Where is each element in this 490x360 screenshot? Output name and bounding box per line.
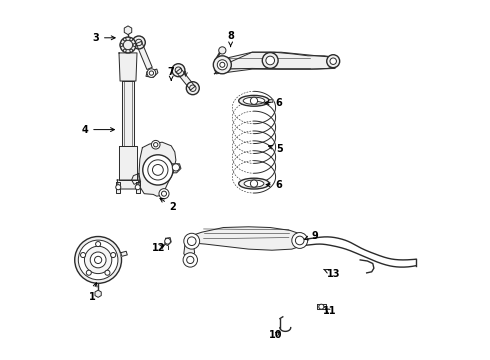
Polygon shape (122, 81, 134, 146)
Circle shape (148, 160, 168, 180)
Circle shape (133, 44, 136, 46)
Circle shape (147, 69, 156, 77)
Polygon shape (132, 174, 141, 184)
Text: 8: 8 (227, 31, 234, 46)
Polygon shape (269, 100, 273, 102)
Text: 2: 2 (160, 198, 176, 212)
Circle shape (219, 47, 226, 54)
Ellipse shape (244, 180, 264, 187)
Ellipse shape (243, 97, 265, 104)
Circle shape (96, 242, 100, 247)
Circle shape (183, 253, 197, 267)
Ellipse shape (239, 178, 270, 189)
Circle shape (330, 58, 337, 64)
Circle shape (151, 140, 160, 149)
Text: 5: 5 (269, 144, 283, 154)
Circle shape (143, 155, 173, 185)
Circle shape (217, 60, 227, 70)
Text: 6: 6 (265, 98, 283, 108)
Polygon shape (165, 238, 171, 246)
Circle shape (250, 97, 258, 104)
Circle shape (132, 36, 145, 49)
Polygon shape (117, 180, 139, 189)
Circle shape (130, 49, 133, 52)
Polygon shape (136, 182, 140, 193)
Polygon shape (176, 68, 195, 90)
Circle shape (116, 185, 121, 190)
Polygon shape (215, 52, 339, 74)
Text: 1: 1 (89, 283, 97, 302)
Polygon shape (117, 182, 120, 193)
Circle shape (78, 240, 118, 280)
Text: 13: 13 (324, 269, 340, 279)
Circle shape (123, 38, 126, 41)
Polygon shape (215, 52, 339, 74)
Circle shape (159, 189, 169, 199)
Circle shape (327, 55, 340, 68)
Circle shape (105, 270, 110, 275)
Text: 11: 11 (323, 306, 336, 316)
Circle shape (250, 180, 258, 187)
Circle shape (186, 82, 199, 95)
Polygon shape (119, 53, 137, 81)
Circle shape (90, 252, 106, 268)
Polygon shape (121, 251, 127, 256)
Circle shape (213, 56, 231, 74)
Circle shape (172, 164, 179, 171)
Polygon shape (317, 304, 326, 309)
Polygon shape (215, 48, 223, 61)
Polygon shape (139, 142, 176, 196)
Text: 10: 10 (269, 330, 282, 340)
Circle shape (184, 233, 199, 249)
Circle shape (120, 37, 136, 53)
Text: 12: 12 (152, 243, 165, 253)
Circle shape (120, 44, 123, 46)
Polygon shape (171, 164, 181, 173)
Text: 7: 7 (168, 67, 174, 80)
Circle shape (111, 252, 116, 257)
Polygon shape (186, 227, 306, 250)
Circle shape (262, 53, 278, 68)
Ellipse shape (239, 95, 270, 106)
Circle shape (292, 233, 308, 248)
Circle shape (123, 40, 133, 50)
Circle shape (266, 56, 274, 65)
Circle shape (172, 64, 185, 77)
Polygon shape (184, 239, 195, 259)
Circle shape (130, 38, 133, 41)
Text: 6: 6 (266, 180, 283, 190)
Circle shape (123, 49, 126, 52)
Circle shape (319, 304, 324, 309)
Circle shape (135, 185, 140, 190)
Circle shape (74, 237, 122, 283)
Circle shape (165, 238, 171, 244)
Polygon shape (136, 41, 152, 69)
Text: 9: 9 (304, 231, 319, 241)
Circle shape (84, 246, 112, 274)
Polygon shape (146, 69, 158, 77)
Text: 3: 3 (92, 33, 115, 43)
Text: 4: 4 (81, 125, 114, 135)
Circle shape (80, 252, 86, 257)
Circle shape (86, 270, 91, 275)
Polygon shape (119, 146, 137, 180)
